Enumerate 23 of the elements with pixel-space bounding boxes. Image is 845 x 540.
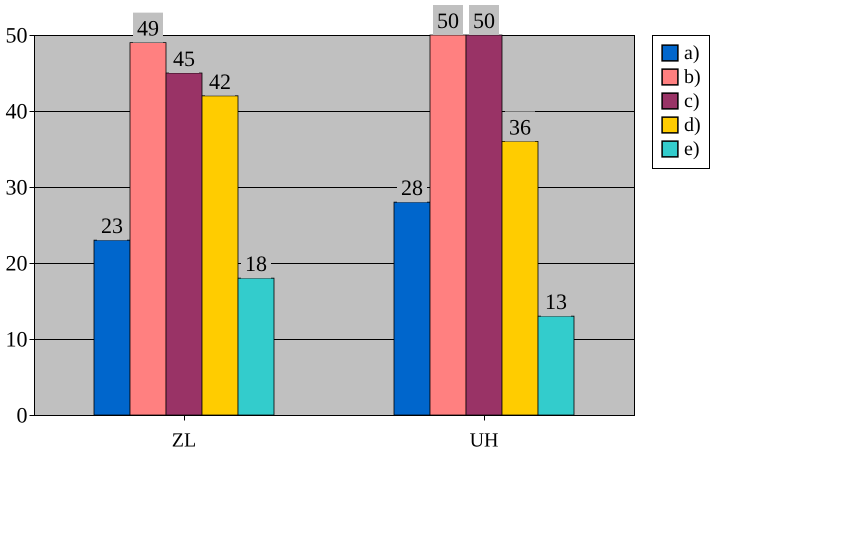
data-label: 42 — [209, 68, 231, 94]
y-tick-label: 0 — [16, 402, 28, 428]
x-tick-label: UH — [470, 430, 498, 452]
y-tick-label: 40 — [6, 98, 28, 124]
x-tick-label: ZL — [172, 430, 196, 452]
y-tick-label: 10 — [6, 326, 28, 352]
y-tick-label: 50 — [6, 22, 28, 48]
data-label: 36 — [509, 114, 531, 140]
data-label: 50 — [473, 8, 495, 33]
data-label: 28 — [401, 175, 423, 200]
y-tick-label: 20 — [6, 250, 28, 276]
data-label: 45 — [173, 46, 195, 71]
legend-label: d) — [684, 114, 701, 136]
data-label: 18 — [245, 251, 267, 276]
data-label: 49 — [137, 16, 159, 41]
legend-label: b) — [684, 66, 701, 88]
data-label: 50 — [437, 8, 459, 33]
legend-label: c) — [684, 90, 700, 112]
y-tick-label: 30 — [6, 174, 28, 200]
legend-label: a) — [684, 42, 700, 64]
data-label: 23 — [101, 213, 123, 238]
legend-label: e) — [684, 138, 700, 160]
data-label: 13 — [545, 289, 567, 314]
